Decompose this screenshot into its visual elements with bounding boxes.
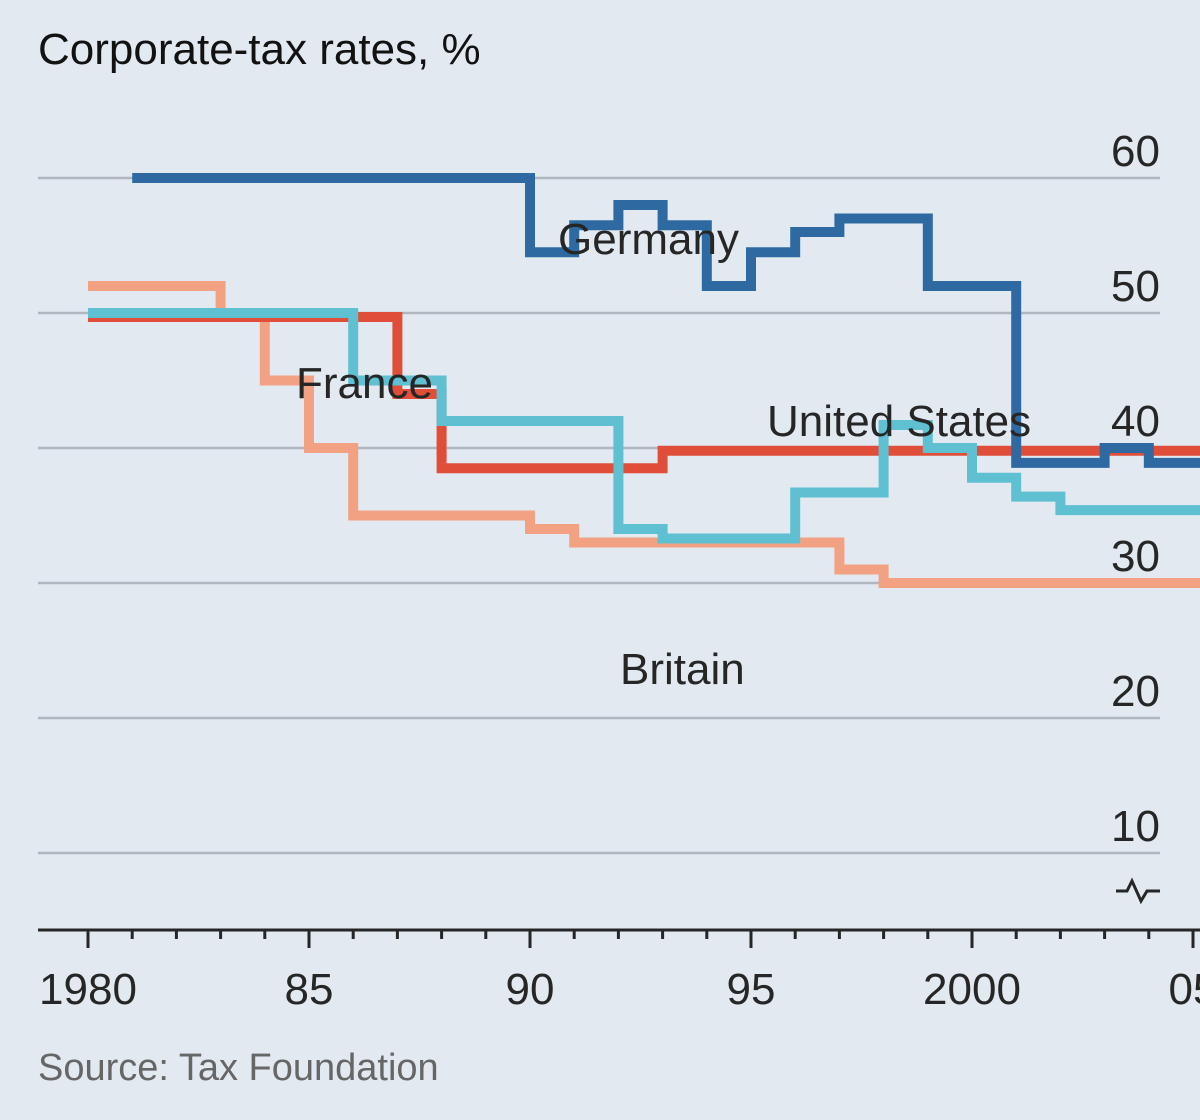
y-tick-label: 10	[1111, 802, 1160, 851]
x-tick-label: 2000	[923, 965, 1021, 1014]
y-axis-ticks: 10 20 30 40 50 60	[1111, 127, 1160, 851]
y-tick-label: 60	[1111, 127, 1160, 176]
series-label-united-states: United States	[767, 397, 1031, 446]
series-label-france: France	[296, 359, 433, 408]
x-tick-label: 05	[1169, 965, 1200, 1014]
series-line-germany	[132, 173, 1200, 468]
axis-break-icon	[1116, 877, 1160, 905]
series-line-britain	[88, 281, 1200, 588]
y-tick-label: 30	[1111, 532, 1160, 581]
x-axis: 1980859095200005101523	[38, 928, 1200, 1014]
chart-title: Corporate-tax rates, %	[38, 25, 481, 74]
series-labels: Britain United States France Germany	[296, 215, 1031, 694]
series-line-france	[88, 308, 1200, 544]
y-tick-label: 20	[1111, 667, 1160, 716]
series-label-germany: Germany	[558, 215, 739, 264]
x-tick-label: 1980	[39, 965, 137, 1014]
x-tick-label: 90	[506, 965, 555, 1014]
series-lines	[88, 173, 1200, 588]
source-note: Source: Tax Foundation	[38, 1047, 439, 1089]
gridlines	[38, 176, 1160, 855]
series-label-britain: Britain	[620, 645, 745, 694]
x-tick-label: 95	[727, 965, 776, 1014]
y-tick-label: 50	[1111, 262, 1160, 311]
y-tick-label: 40	[1111, 397, 1160, 446]
x-tick-label: 85	[285, 965, 334, 1014]
series-line-united-states	[88, 312, 1200, 474]
